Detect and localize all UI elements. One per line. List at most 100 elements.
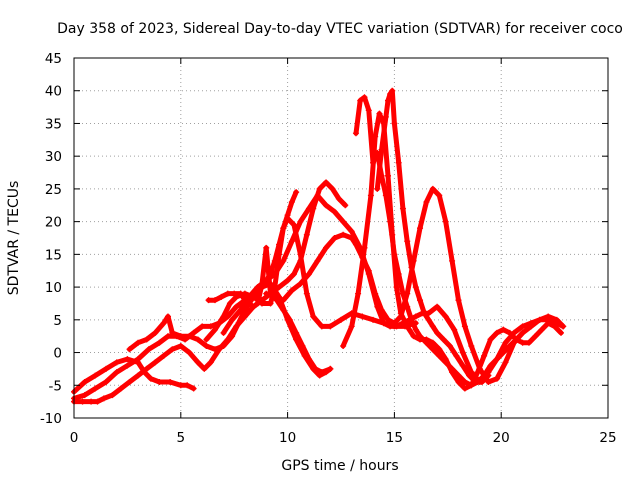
series-track-11 (374, 87, 492, 385)
data-point (461, 323, 468, 330)
data-point (412, 326, 419, 333)
data-point (113, 369, 120, 376)
data-point (468, 343, 475, 349)
data-point (250, 303, 257, 310)
data-point (267, 300, 274, 307)
data-point (135, 339, 142, 346)
series-track-8 (263, 185, 567, 385)
data-point (211, 346, 218, 353)
data-point (502, 339, 509, 346)
data-point (327, 323, 334, 330)
series-track-2 (71, 280, 334, 402)
data-point (472, 379, 479, 385)
data-point (487, 362, 494, 369)
series-track-6 (205, 244, 334, 376)
data-point (291, 271, 298, 277)
data-point (459, 362, 466, 369)
data-point (177, 382, 184, 389)
data-point (376, 110, 383, 117)
x-tick-label: 10 (279, 430, 296, 446)
data-point (271, 284, 278, 291)
data-point (94, 398, 101, 405)
x-axis-label: GPS time / hours (281, 458, 398, 474)
data-point (453, 352, 460, 359)
data-point (156, 339, 163, 346)
data-point (558, 329, 565, 336)
data-point (207, 323, 214, 330)
data-point (177, 333, 184, 340)
data-point (318, 323, 325, 330)
data-point (372, 290, 379, 297)
data-point (160, 352, 167, 359)
data-point (169, 346, 176, 353)
data-point (417, 333, 424, 340)
data-point (393, 284, 400, 291)
data-point (199, 323, 206, 330)
data-point (404, 323, 411, 330)
y-tick-label: 45 (45, 51, 62, 67)
data-point (429, 185, 436, 192)
data-point (117, 385, 124, 392)
data-point (329, 185, 336, 192)
data-point (421, 310, 428, 317)
data-point (436, 192, 443, 199)
data-point (160, 320, 167, 327)
data-point (451, 326, 458, 333)
data-point (323, 179, 330, 186)
data-point (417, 297, 424, 304)
data-point (365, 267, 372, 274)
data-point (423, 199, 430, 205)
data-point (205, 297, 212, 304)
data-point (143, 336, 150, 343)
data-point (493, 375, 500, 382)
data-point (263, 244, 270, 251)
data-point (235, 320, 242, 327)
data-point (331, 208, 338, 215)
x-tick-label: 0 (70, 430, 79, 446)
data-point (532, 333, 539, 340)
data-point (429, 339, 436, 346)
data-point (291, 221, 298, 228)
series-track-1 (71, 356, 197, 395)
data-point (399, 290, 406, 297)
series-trace (353, 94, 526, 388)
data-point (263, 277, 270, 284)
data-point (314, 257, 321, 264)
data-point (233, 303, 240, 310)
data-point (361, 94, 368, 101)
data-point (404, 238, 411, 245)
x-tick-label: 25 (599, 430, 616, 446)
data-point (384, 316, 391, 323)
data-point (79, 398, 86, 405)
data-point (528, 323, 535, 330)
data-point (493, 329, 500, 336)
data-point (177, 343, 184, 349)
data-point (485, 372, 492, 379)
data-point (169, 329, 176, 336)
data-point (436, 346, 443, 353)
data-point (327, 365, 334, 372)
data-point (361, 244, 368, 251)
data-point (387, 218, 394, 225)
data-point (493, 356, 500, 363)
data-point (211, 297, 218, 304)
data-point (254, 284, 261, 291)
data-point (519, 329, 526, 336)
series-track-10 (352, 94, 526, 389)
data-point (284, 277, 291, 284)
y-axis-label: SDTVAR / TECUs (6, 181, 22, 296)
data-point (280, 257, 287, 264)
data-point (410, 333, 417, 340)
data-point (152, 329, 159, 336)
y-tick-label: 10 (45, 280, 62, 296)
chart-title: Day 358 of 2023, Sidereal Day-to-day VTE… (57, 21, 623, 37)
data-point (449, 257, 456, 264)
data-point (338, 316, 344, 323)
data-point (167, 379, 174, 385)
data-point (280, 225, 287, 232)
data-point (88, 398, 95, 405)
data-point (506, 329, 513, 336)
data-point (500, 349, 507, 356)
data-point (551, 323, 558, 330)
data-point (299, 343, 306, 349)
